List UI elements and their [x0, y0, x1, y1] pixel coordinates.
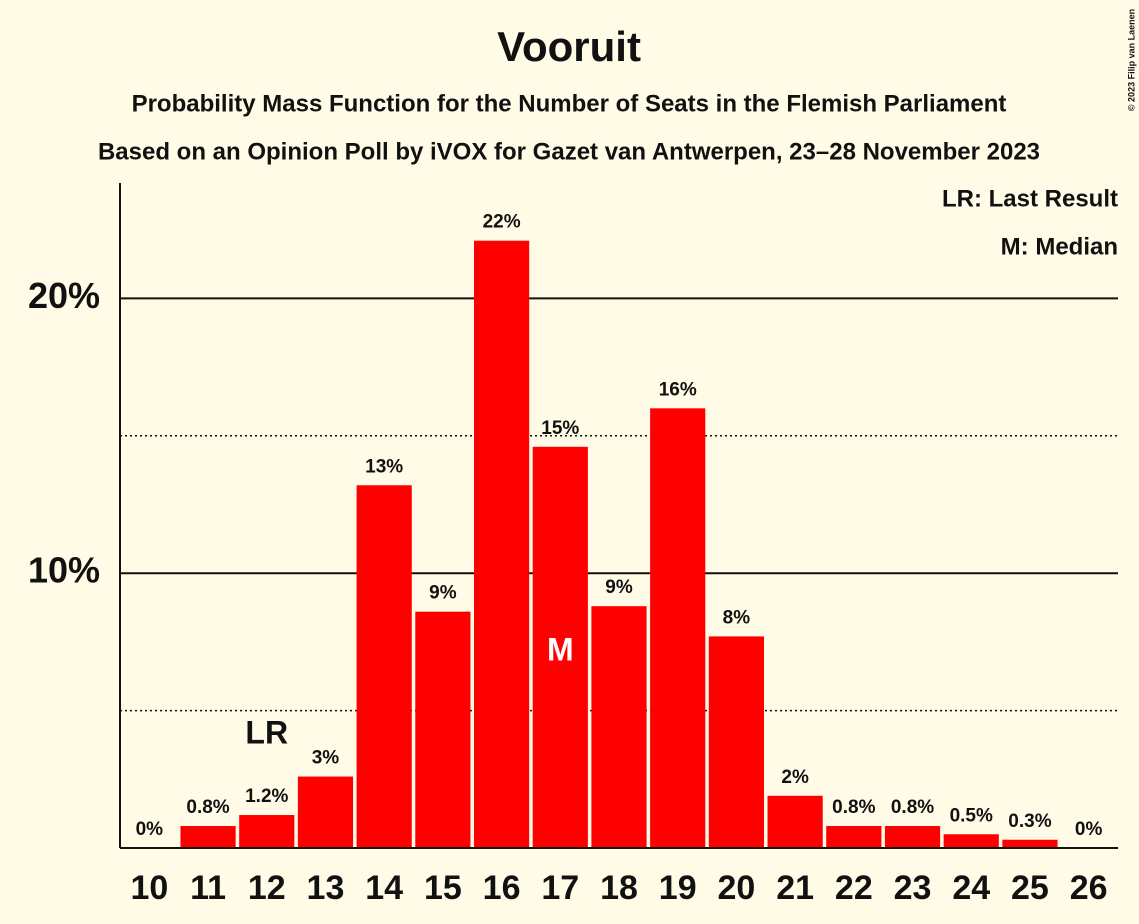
chart-subtitle: Probability Mass Function for the Number…	[132, 90, 1007, 117]
bar	[1002, 839, 1058, 848]
value-label: 0.3%	[1008, 811, 1051, 832]
value-label: 16%	[659, 379, 697, 400]
bar	[239, 815, 295, 848]
bar	[297, 776, 354, 848]
x-tick-label: 12	[248, 869, 286, 907]
bar	[708, 636, 765, 848]
value-label: 1.2%	[245, 786, 288, 807]
value-label: 0.5%	[950, 805, 993, 826]
x-tick-label: 14	[365, 869, 403, 907]
x-tick-label: 16	[483, 869, 521, 907]
legend-entry: M: Median	[1001, 233, 1118, 260]
x-tick-label: 25	[1011, 869, 1049, 907]
y-tick-label: 10%	[28, 550, 100, 591]
x-tick-label: 26	[1070, 869, 1108, 907]
value-label: 13%	[365, 456, 403, 477]
legend-entry: LR: Last Result	[942, 185, 1118, 212]
x-tick-label: 19	[659, 869, 697, 907]
value-label: 0%	[1075, 819, 1103, 840]
x-tick-label: 18	[600, 869, 638, 907]
chart-subtitle: Based on an Opinion Poll by iVOX for Gaz…	[98, 138, 1040, 165]
value-label: 0%	[136, 819, 164, 840]
value-label: 3%	[312, 748, 340, 769]
value-label: 8%	[723, 607, 751, 628]
value-label: 0.8%	[891, 797, 934, 818]
x-tick-label: 15	[424, 869, 462, 907]
y-tick-label: 20%	[28, 275, 100, 316]
bar	[180, 826, 236, 848]
bar	[767, 795, 823, 848]
bar	[356, 485, 412, 848]
x-tick-label: 24	[952, 869, 990, 907]
value-label: 0.8%	[186, 797, 229, 818]
x-tick-label: 17	[541, 869, 579, 907]
x-tick-label: 13	[307, 869, 345, 907]
value-label: 15%	[541, 418, 579, 439]
bar	[591, 606, 647, 848]
annotation: M	[547, 631, 574, 667]
copyright: © 2023 Filip van Laenen	[1126, 9, 1136, 111]
x-tick-label: 10	[130, 869, 168, 907]
bar	[826, 826, 882, 848]
x-tick-label: 23	[894, 869, 932, 907]
value-label: 2%	[781, 767, 809, 788]
bar	[473, 240, 530, 848]
x-tick-label: 11	[190, 869, 226, 907]
annotation: LR	[245, 714, 288, 750]
value-label: 9%	[605, 577, 633, 598]
bar	[532, 446, 588, 848]
bar	[650, 408, 706, 848]
x-tick-label: 20	[717, 869, 755, 907]
bar	[415, 611, 471, 848]
value-label: 9%	[429, 583, 457, 604]
chart-title: Vooruit	[497, 23, 641, 70]
value-label: 0.8%	[832, 797, 875, 818]
x-tick-label: 22	[835, 869, 873, 907]
x-tick-label: 21	[776, 869, 814, 907]
value-label: 22%	[483, 212, 521, 233]
bar	[884, 826, 941, 848]
bar	[943, 834, 999, 848]
